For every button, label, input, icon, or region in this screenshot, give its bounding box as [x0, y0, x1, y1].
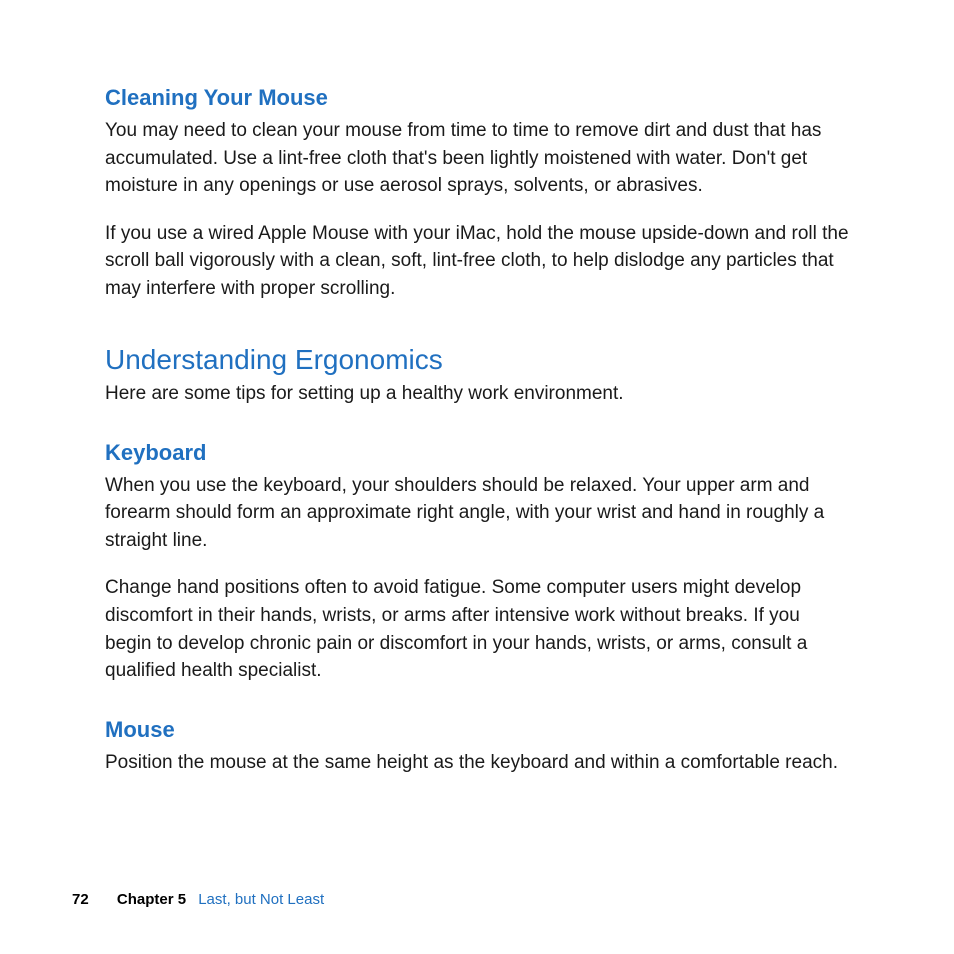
section-mouse: Mouse Position the mouse at the same hei…: [105, 717, 849, 777]
subheading-mouse: Mouse: [105, 717, 849, 743]
body-paragraph: You may need to clean your mouse from ti…: [105, 117, 849, 200]
page-number: 72: [72, 891, 89, 908]
body-paragraph: Change hand positions often to avoid fat…: [105, 574, 849, 684]
body-paragraph: If you use a wired Apple Mouse with your…: [105, 220, 849, 303]
subheading-keyboard: Keyboard: [105, 440, 849, 466]
section-cleaning-mouse: Cleaning Your Mouse You may need to clea…: [105, 85, 849, 302]
section-heading-ergonomics: Understanding Ergonomics: [105, 344, 849, 376]
page-content: Cleaning Your Mouse You may need to clea…: [0, 0, 954, 776]
page-footer: 72 Chapter 5 Last, but Not Least: [72, 891, 324, 908]
body-paragraph: Position the mouse at the same height as…: [105, 749, 849, 777]
chapter-title: Last, but Not Least: [198, 891, 324, 908]
chapter-label: Chapter 5: [117, 891, 186, 908]
subheading-cleaning-mouse: Cleaning Your Mouse: [105, 85, 849, 111]
section-keyboard: Keyboard When you use the keyboard, your…: [105, 440, 849, 685]
body-paragraph: When you use the keyboard, your shoulder…: [105, 472, 849, 555]
body-paragraph: Here are some tips for setting up a heal…: [105, 380, 849, 408]
